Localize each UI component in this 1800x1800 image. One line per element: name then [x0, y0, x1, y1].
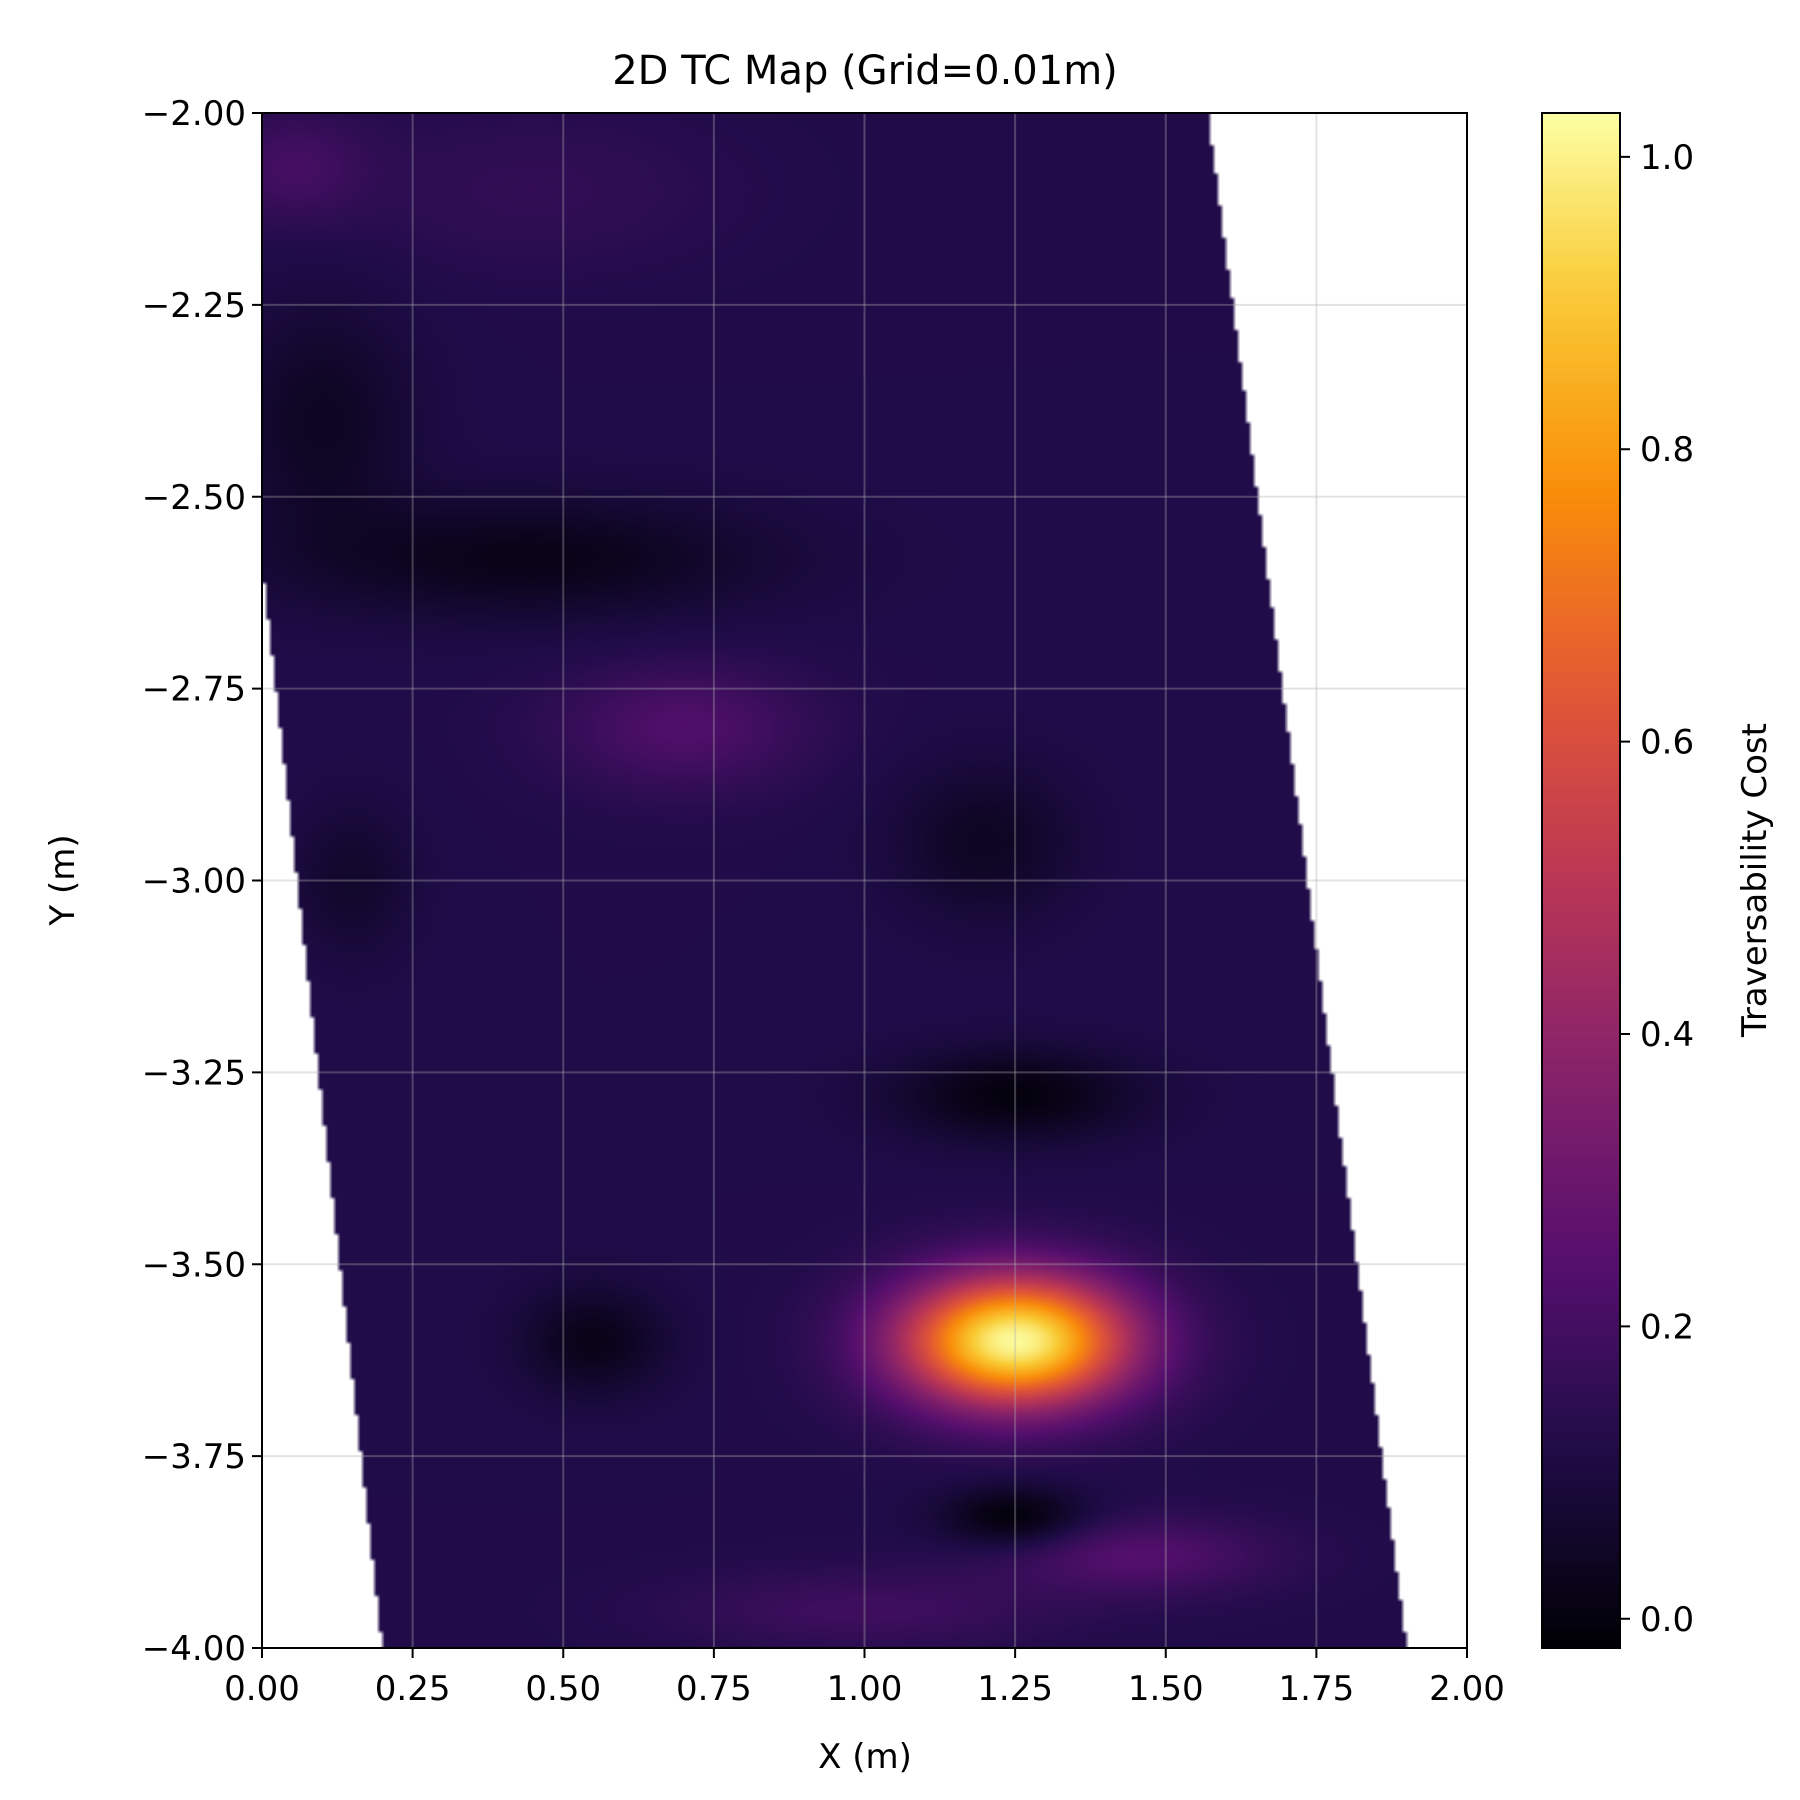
y-tick-label: −2.25 [142, 286, 246, 326]
x-tick-label: 2.00 [1429, 1669, 1505, 1709]
x-axis-ticks: 0.00 0.25 0.50 0.75 1.00 1.25 1.50 1.75 2.00 [224, 1648, 1505, 1709]
colorbar-tick-label: 0.6 [1640, 723, 1694, 763]
x-tick-label: 0.00 [224, 1669, 300, 1709]
heatmap-raster [262, 113, 1467, 1648]
x-tick-label: 0.75 [676, 1669, 752, 1709]
x-tick-label: 0.50 [525, 1669, 601, 1709]
y-tick-label: −2.00 [142, 94, 246, 134]
y-axis-ticks: −2.00 −2.25 −2.50 −2.75 −3.00 −3.25 −3.50 −3.75… [142, 94, 262, 1669]
colorbar-tick-label: 1.0 [1640, 138, 1694, 178]
colorbar-tick-label: 0.8 [1640, 430, 1694, 470]
colorbar [1542, 113, 1620, 1648]
colorbar-gradient [1542, 113, 1620, 1648]
y-tick-label: −2.75 [142, 670, 246, 710]
heatmap-image [262, 113, 1467, 1648]
colorbar-frame [1541, 112, 1621, 1649]
colorbar-ticks: 0.0 0.2 0.4 0.6 0.8 1.0 [1620, 138, 1694, 1640]
x-axis-label: X (m) [818, 1737, 912, 1777]
y-tick-label: −3.50 [142, 1245, 246, 1285]
y-tick-label: −3.00 [142, 862, 246, 902]
y-tick-label: −3.25 [142, 1053, 246, 1093]
x-tick-label: 1.50 [1128, 1669, 1204, 1709]
x-tick-label: 0.25 [375, 1669, 451, 1709]
x-tick-label: 1.00 [827, 1669, 903, 1709]
y-axis-label: Y (m) [43, 834, 83, 926]
chart-title: 2D TC Map (Grid=0.01m) [612, 48, 1118, 94]
grid-lines [261, 112, 1468, 1649]
colorbar-tick-label: 0.2 [1640, 1307, 1694, 1347]
x-tick-label: 1.75 [1279, 1669, 1355, 1709]
colorbar-tick-label: 0.4 [1640, 1015, 1694, 1055]
colorbar-label: Traversability Cost [1735, 723, 1775, 1038]
x-tick-label: 1.25 [977, 1669, 1053, 1709]
colorbar-tick-label: 0.0 [1640, 1600, 1694, 1640]
y-tick-label: −3.75 [142, 1437, 246, 1477]
y-tick-label: −4.00 [142, 1629, 246, 1669]
y-tick-label: −2.50 [142, 478, 246, 518]
